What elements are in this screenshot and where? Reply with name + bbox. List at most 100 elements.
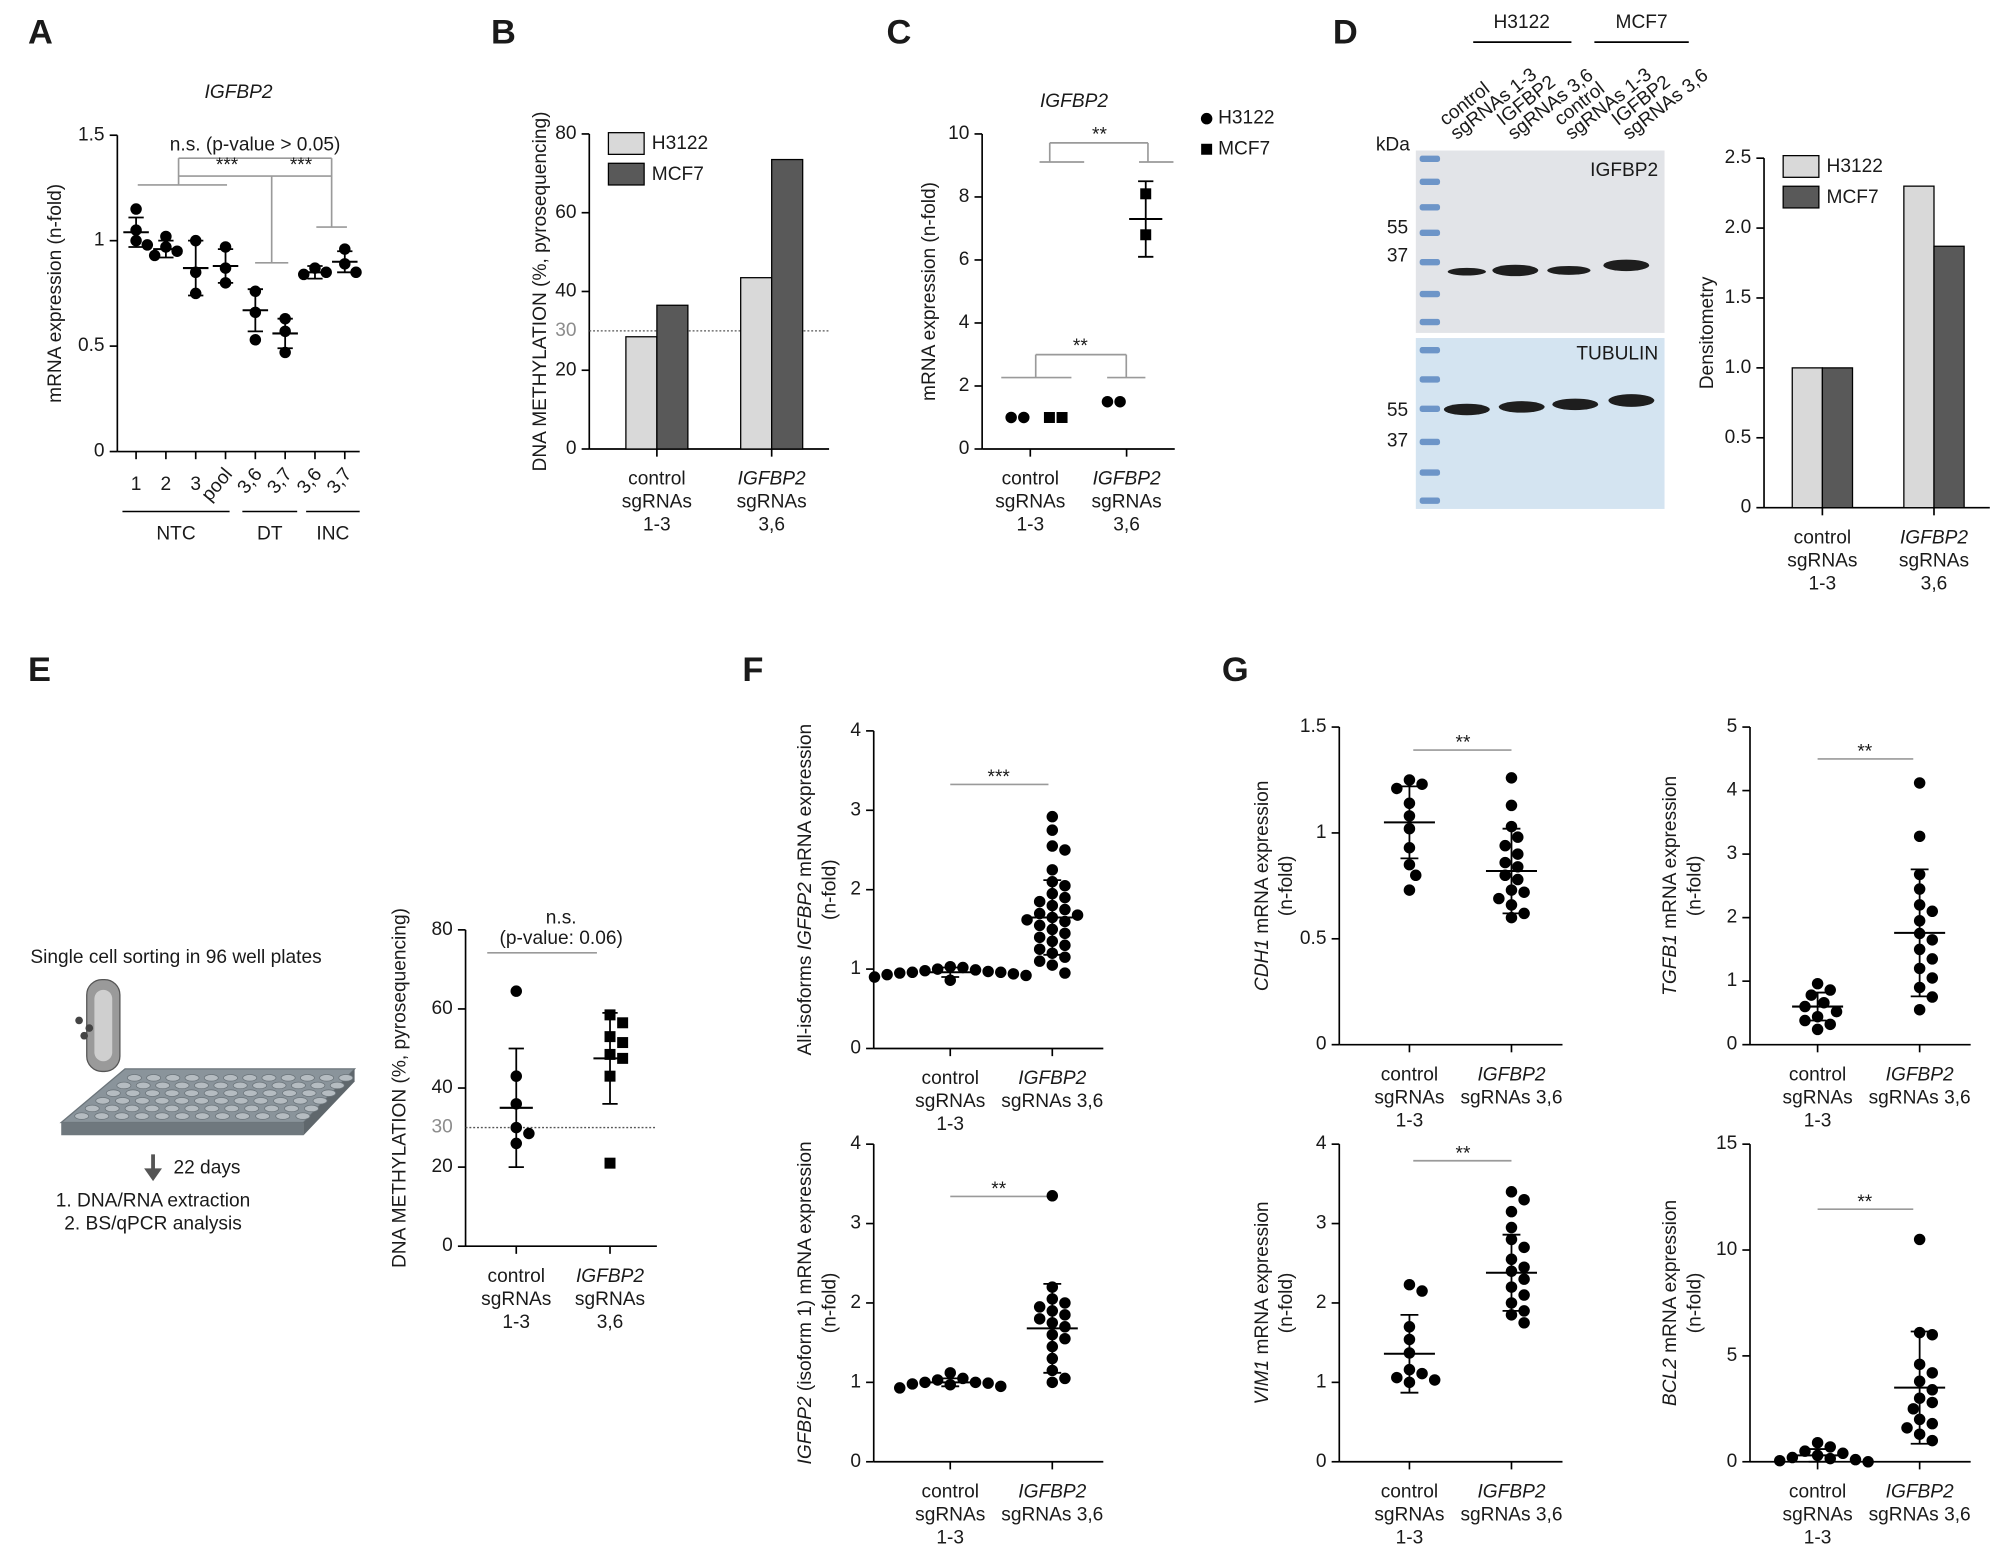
- annotation: n.s.: [546, 907, 577, 928]
- data-point: [1416, 1367, 1428, 1380]
- well: [134, 1097, 150, 1105]
- well: [203, 1074, 219, 1082]
- legend-label: H3122: [652, 133, 708, 154]
- well: [174, 1081, 190, 1090]
- text-segment: DNA METHYLATION (%, pyrosequencing): [390, 908, 411, 1268]
- y-axis-label: BCL2 mRNA expression (n-fold): [1660, 1200, 1705, 1406]
- data-point: [130, 203, 142, 215]
- data-point: [1403, 774, 1416, 786]
- text-line: IGFBP2: [738, 469, 806, 490]
- data-point: [1403, 858, 1416, 871]
- well: [74, 1112, 90, 1120]
- well: [135, 1081, 151, 1090]
- text-line: BCL2 mRNA expression: [1660, 1200, 1681, 1406]
- bar: [771, 158, 804, 450]
- text-line: control: [1002, 469, 1059, 490]
- text-line: sgRNAs: [737, 492, 807, 513]
- panel-letter: F: [742, 651, 763, 689]
- text-line: sgRNAs 3,6: [1869, 1504, 1971, 1525]
- well: [235, 1112, 250, 1120]
- text-line: 1-3: [502, 1312, 530, 1333]
- text-line: (n-fold): [1684, 1273, 1705, 1334]
- x-tick-label: IGFBP2 sgRNAs 3,6: [1869, 1064, 1971, 1108]
- data-point: [1391, 782, 1403, 795]
- data-point: [957, 1372, 969, 1385]
- error-bar: [1043, 1283, 1062, 1374]
- data-point: [1913, 777, 1926, 789]
- blot-label: IGFBP2: [1590, 160, 1658, 181]
- text-segment: sgRNAs 3,6: [1869, 1504, 1971, 1525]
- data-point: [1837, 1447, 1849, 1460]
- well: [264, 1104, 280, 1113]
- data-point: [1926, 1384, 1939, 1396]
- text-segment: sgRNAs: [1787, 550, 1857, 571]
- x-tick-label: control sgRNAs 1-3: [915, 1068, 985, 1135]
- y-tick-label: 4: [850, 1133, 861, 1154]
- ladder: [1419, 155, 1441, 504]
- panel-letter: A: [28, 13, 53, 51]
- well: [134, 1112, 150, 1120]
- error-bar: [277, 317, 293, 350]
- y-tick-label: 10: [948, 123, 969, 144]
- bar: [1903, 185, 1935, 509]
- data-point: [906, 966, 919, 979]
- data-point: [1059, 891, 1071, 904]
- legend-label: H3122: [1218, 108, 1274, 129]
- well: [223, 1074, 238, 1082]
- panel-letter: C: [886, 13, 911, 51]
- data-point: [1046, 959, 1059, 971]
- well: [292, 1097, 308, 1105]
- y-tick-label: 0.5: [1725, 427, 1752, 448]
- text-segment: control: [1381, 1064, 1438, 1085]
- group-label: NTC: [156, 524, 195, 545]
- data-point: [171, 245, 183, 257]
- text-line: (n-fold): [819, 859, 840, 920]
- data-point: [1512, 861, 1524, 873]
- data-point: [141, 239, 154, 251]
- text-line: 1-3: [1016, 515, 1044, 536]
- annotation: ***: [290, 155, 313, 176]
- data-point: [1033, 1301, 1046, 1313]
- panel-letter: G: [1222, 651, 1249, 689]
- text-segment: IGFBP2: [1900, 527, 1968, 548]
- data-point: [1926, 1328, 1939, 1341]
- data-point: [1403, 1278, 1416, 1291]
- well: [329, 1081, 345, 1090]
- cell: [85, 1024, 94, 1032]
- text-line: 1-3: [1804, 1527, 1832, 1548]
- annotation: **: [1092, 124, 1107, 145]
- x-tick-label: IGFBP2 sgRNAs 3,6: [1899, 527, 1969, 594]
- data-point: [1499, 869, 1511, 882]
- well: [304, 1104, 319, 1113]
- cell-line-label: H3122: [1494, 12, 1550, 33]
- well: [144, 1104, 160, 1113]
- text-segment: sgRNAs: [1783, 1087, 1853, 1108]
- text-segment: 3,6: [758, 515, 785, 536]
- text-segment: 1-3: [936, 1114, 964, 1135]
- x-tick-label: IGFBP2 sgRNAs 3,6: [1869, 1481, 1971, 1525]
- y-tick-label: 1.5: [78, 124, 105, 145]
- text-segment: sgRNAs: [915, 1091, 985, 1112]
- blot-membrane: [1415, 338, 1665, 509]
- y-tick-label: 80: [432, 919, 453, 940]
- data-point: [1499, 839, 1511, 852]
- legend-swatch: [1782, 185, 1820, 209]
- well: [310, 1081, 326, 1090]
- error-bar: [307, 265, 323, 280]
- text-line: 1-3: [643, 515, 671, 536]
- well: [273, 1097, 288, 1105]
- data-point: [1824, 1441, 1836, 1453]
- y-tick-label: 4: [1316, 1133, 1327, 1154]
- text-segment: sgRNAs 3,6: [1001, 1504, 1103, 1525]
- y-tick-label: 1.0: [1725, 357, 1752, 378]
- text-segment: 1-3: [1804, 1110, 1832, 1131]
- y-tick-label: 60: [555, 202, 576, 223]
- text-line: 1-3: [936, 1114, 964, 1135]
- text-segment: 3,6: [1921, 573, 1948, 594]
- data-point: [1926, 1434, 1939, 1447]
- y-tick-label: 0: [94, 441, 105, 462]
- reference-label: 30: [555, 320, 576, 341]
- chart-title: IGFBP2: [205, 82, 273, 103]
- text-segment: (n-fold): [1276, 1273, 1297, 1334]
- legend-label: MCF7: [652, 164, 704, 185]
